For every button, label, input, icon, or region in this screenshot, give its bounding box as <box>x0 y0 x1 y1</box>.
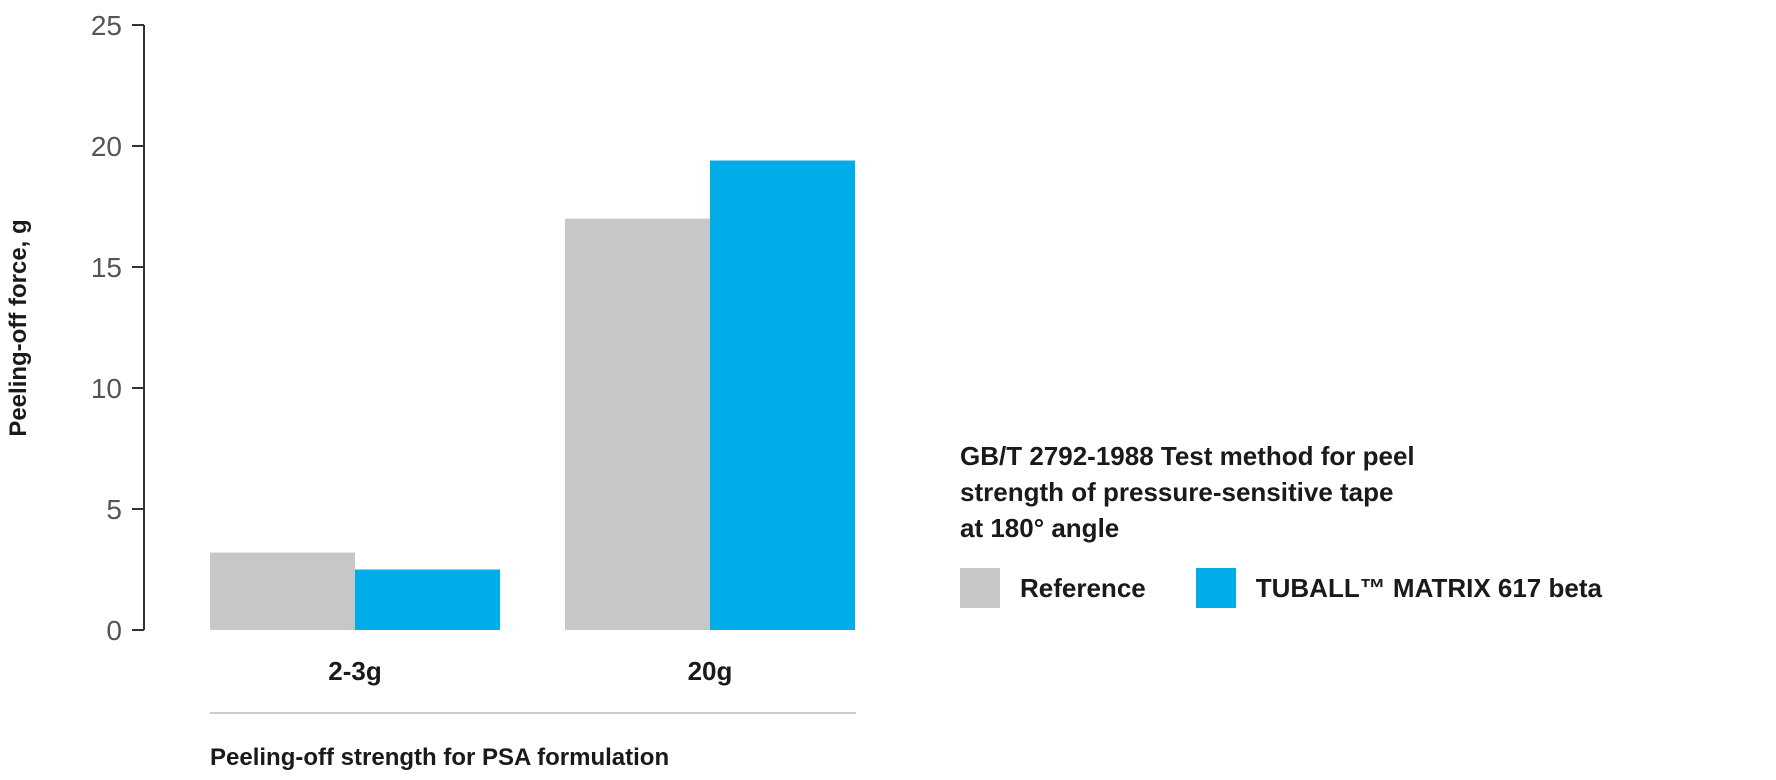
legend-swatch-reference <box>960 568 1000 608</box>
note-line: strength of pressure-sensitive tape <box>960 477 1394 507</box>
x-category-label: 20g <box>688 656 733 686</box>
legend-swatch-tuball <box>1195 568 1236 608</box>
info-panel: GB/T 2792-1988 Test method for peel stre… <box>960 438 1720 608</box>
x-category-label: 2-3g <box>328 656 381 686</box>
bar-tuball-1 <box>710 160 855 630</box>
legend-item-tuball: TUBALL™ MATRIX 617 beta <box>1195 568 1602 608</box>
note-line: GB/T 2792-1988 Test method for peel <box>960 441 1415 471</box>
y-ticks: 0 5 10 15 20 25 <box>91 10 144 646</box>
y-axis-title: Peeling-off force, g <box>5 219 32 436</box>
y-tick-label: 0 <box>106 615 122 646</box>
bars <box>210 160 855 630</box>
x-axis-title: Peeling-off strength for PSA formulation <box>210 744 669 771</box>
y-tick-label: 10 <box>91 373 122 404</box>
bar-tuball-0 <box>355 569 500 630</box>
y-tick-label: 20 <box>91 131 122 162</box>
x-category-labels: 2-3g 20g <box>328 656 732 686</box>
bar-reference-0 <box>210 552 355 630</box>
bar-reference-1 <box>565 218 710 630</box>
legend-item-reference: Reference <box>960 568 1146 608</box>
note-line: at 180° angle <box>960 513 1120 543</box>
y-tick-label: 25 <box>91 10 122 41</box>
y-tick-label: 15 <box>91 252 122 283</box>
legend-label-reference: Reference <box>1020 572 1146 603</box>
legend: Reference TUBALL™ MATRIX 617 beta <box>960 568 1720 608</box>
y-tick-label: 5 <box>106 494 122 525</box>
test-method-note: GB/T 2792-1988 Test method for peel stre… <box>960 438 1720 546</box>
legend-label-tuball: TUBALL™ MATRIX 617 beta <box>1255 572 1602 603</box>
